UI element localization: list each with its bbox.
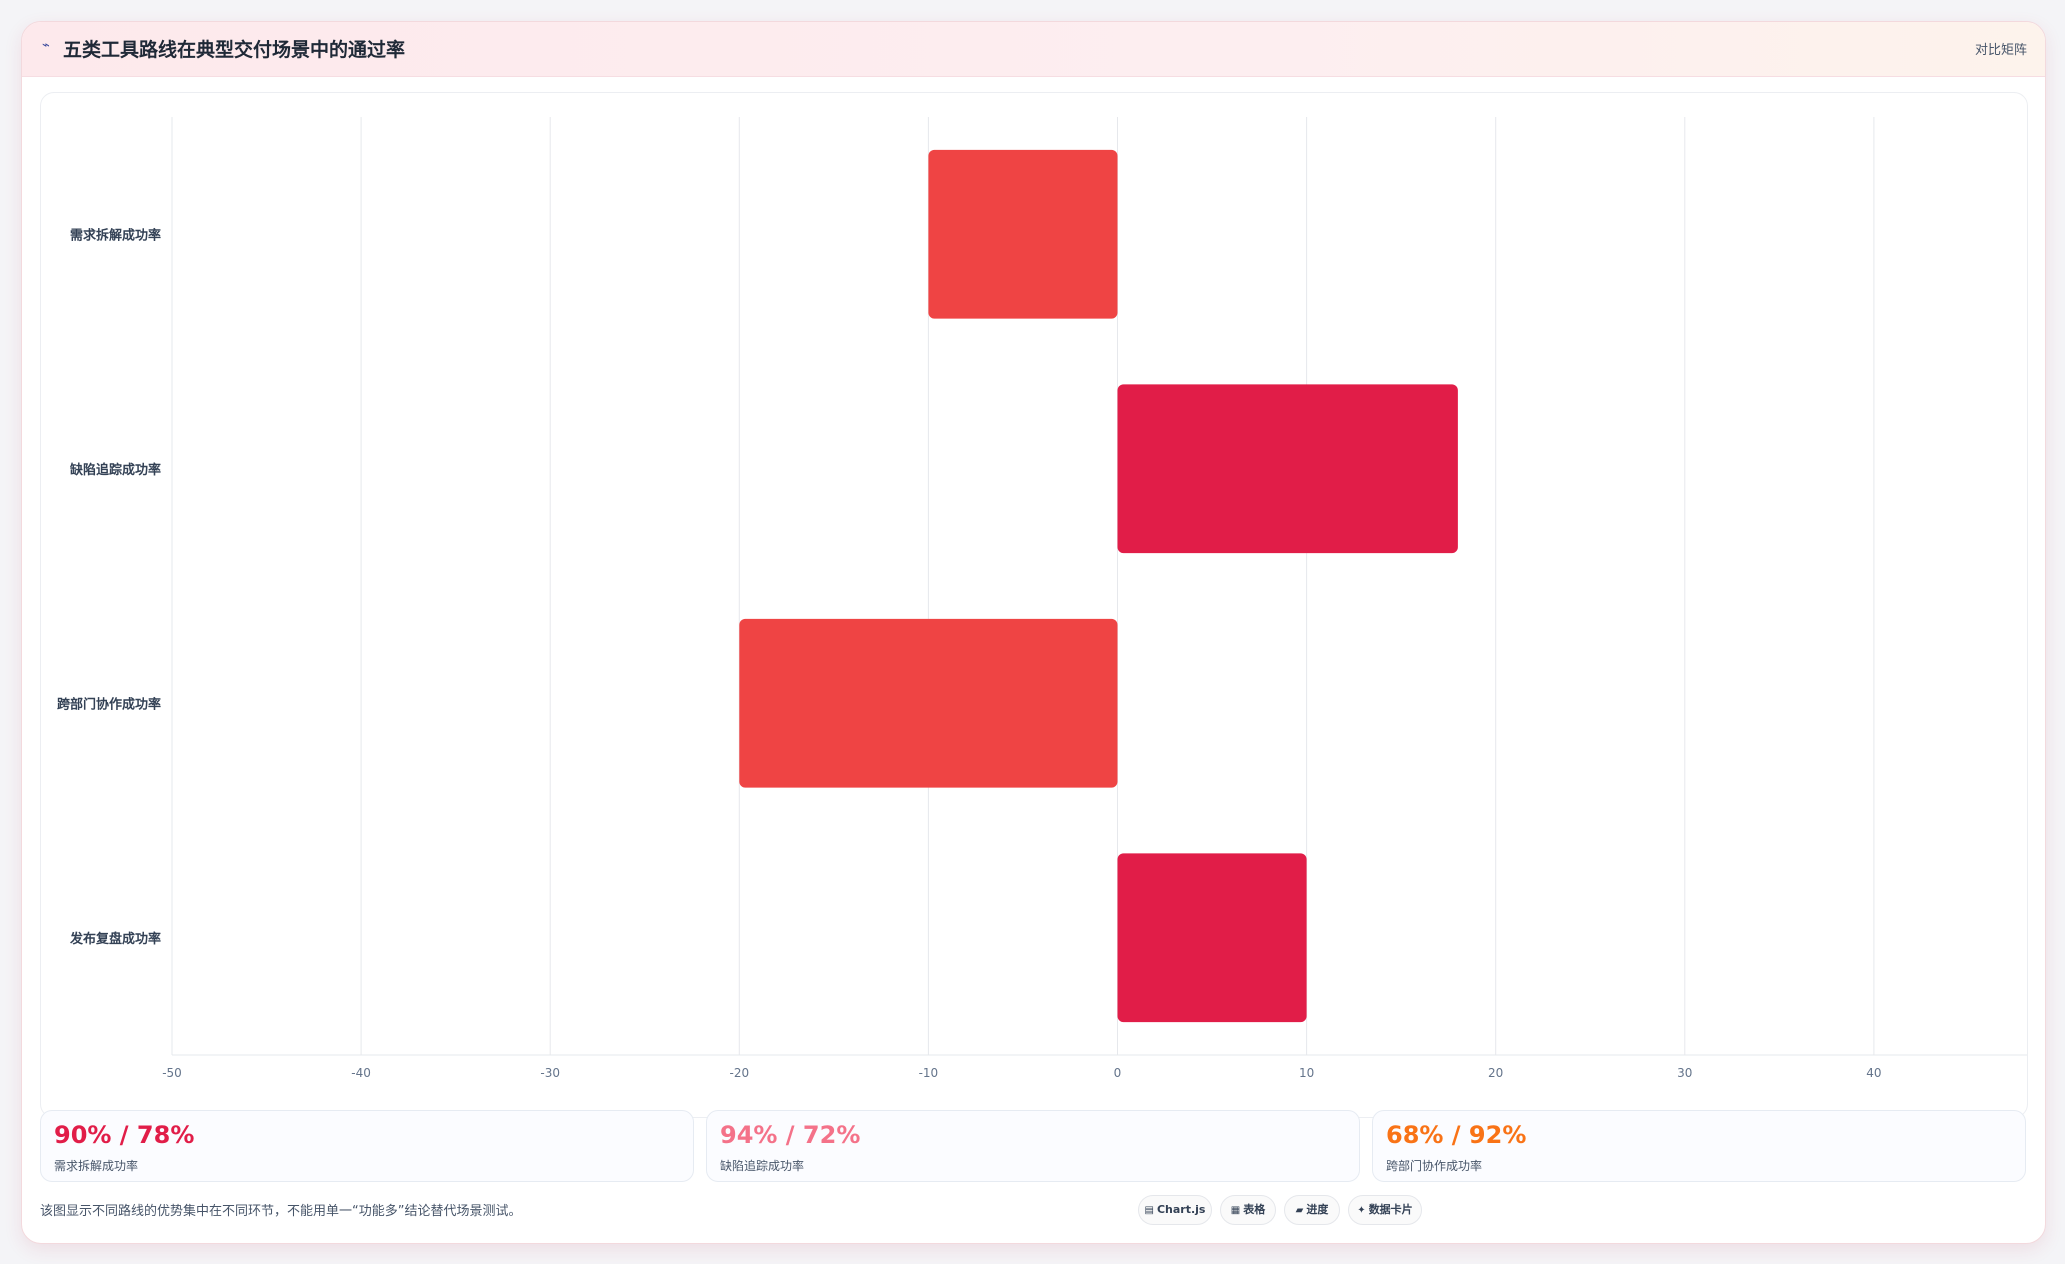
- x-tick-label: -40: [351, 1066, 371, 1080]
- stat-card-value: 94% / 72%: [720, 1121, 861, 1149]
- bar[interactable]: [739, 618, 1118, 788]
- x-tick-label: 0: [1114, 1066, 1122, 1080]
- x-tick-label: -30: [540, 1066, 560, 1080]
- footer-note: 该图显示不同路线的优势集中在不同环节，不能用单一“功能多”结论替代场景测试。: [40, 1204, 522, 1219]
- table-icon: ▦: [1230, 1205, 1241, 1216]
- page-title: 五类工具路线在典型交付场景中的通过率: [63, 39, 406, 61]
- x-tick-label: 30: [1677, 1066, 1692, 1080]
- chip-label: Chart.js: [1156, 1203, 1206, 1216]
- chart-trend-icon: ⌁: [42, 38, 50, 53]
- report-panel: ⌁ 五类工具路线在典型交付场景中的通过率 对比矩阵 -50 -40 -30 -20 -1…: [21, 21, 2046, 1244]
- sparkle-icon: ✦: [1357, 1205, 1366, 1216]
- stat-card-value: 68% / 92%: [1386, 1121, 1527, 1149]
- x-tick-label: 40: [1866, 1066, 1881, 1080]
- chip-label: 表格: [1243, 1203, 1266, 1216]
- y-category-label: 发布复盘成功率: [69, 931, 161, 947]
- stat-card-label: 跨部门协作成功率: [1386, 1159, 1483, 1173]
- stat-card-defects: 94% / 72% 缺陷追踪成功率: [706, 1110, 1360, 1182]
- stat-cards: 90% / 78% 需求拆解成功率 94% / 72% 缺陷追踪成功率 68% …: [40, 1110, 2026, 1182]
- stat-card-value: 90% / 78%: [54, 1121, 195, 1149]
- x-tick-label: -10: [919, 1066, 939, 1080]
- x-tick-label: -20: [729, 1066, 749, 1080]
- progress-icon: ▰: [1295, 1205, 1304, 1216]
- y-category-label: 跨部门协作成功率: [57, 696, 161, 712]
- bar-chart: -50-40-30-20-1001020304050需求拆解成功率缺陷追踪成功率…: [57, 117, 2027, 1080]
- y-category-label: 需求拆解成功率: [70, 227, 161, 243]
- bar[interactable]: [1117, 853, 1307, 1023]
- x-tick-label: -50: [162, 1066, 182, 1080]
- chart-container: -50-40-30-20-1001020304050需求拆解成功率缺陷追踪成功率…: [40, 92, 2028, 1118]
- chip-progress[interactable]: ▰ 进度: [1284, 1195, 1340, 1225]
- panel-header: ⌁ 五类工具路线在典型交付场景中的通过率 对比矩阵: [22, 22, 2045, 77]
- chip-table[interactable]: ▦ 表格: [1220, 1195, 1276, 1225]
- stat-card-label: 缺陷追踪成功率: [720, 1159, 805, 1173]
- chart-icon: ▤: [1144, 1205, 1154, 1216]
- y-category-label: 缺陷追踪成功率: [69, 462, 161, 478]
- bar[interactable]: [928, 149, 1118, 319]
- chip-data-cards[interactable]: ✦ 数据卡片: [1348, 1195, 1422, 1225]
- stat-card-collaboration: 68% / 92% 跨部门协作成功率: [1372, 1110, 2026, 1182]
- x-tick-label: 10: [1299, 1066, 1314, 1080]
- chip-chartjs[interactable]: ▤ Chart.js: [1138, 1195, 1212, 1225]
- bar[interactable]: [1117, 384, 1458, 554]
- chip-label: 进度: [1306, 1203, 1329, 1216]
- stat-card-label: 需求拆解成功率: [54, 1159, 139, 1173]
- chip-label: 数据卡片: [1368, 1203, 1413, 1216]
- stat-card-requirements: 90% / 78% 需求拆解成功率: [40, 1110, 694, 1182]
- x-tick-label: 20: [1488, 1066, 1503, 1080]
- view-switch-button[interactable]: 对比矩阵: [1974, 43, 2027, 58]
